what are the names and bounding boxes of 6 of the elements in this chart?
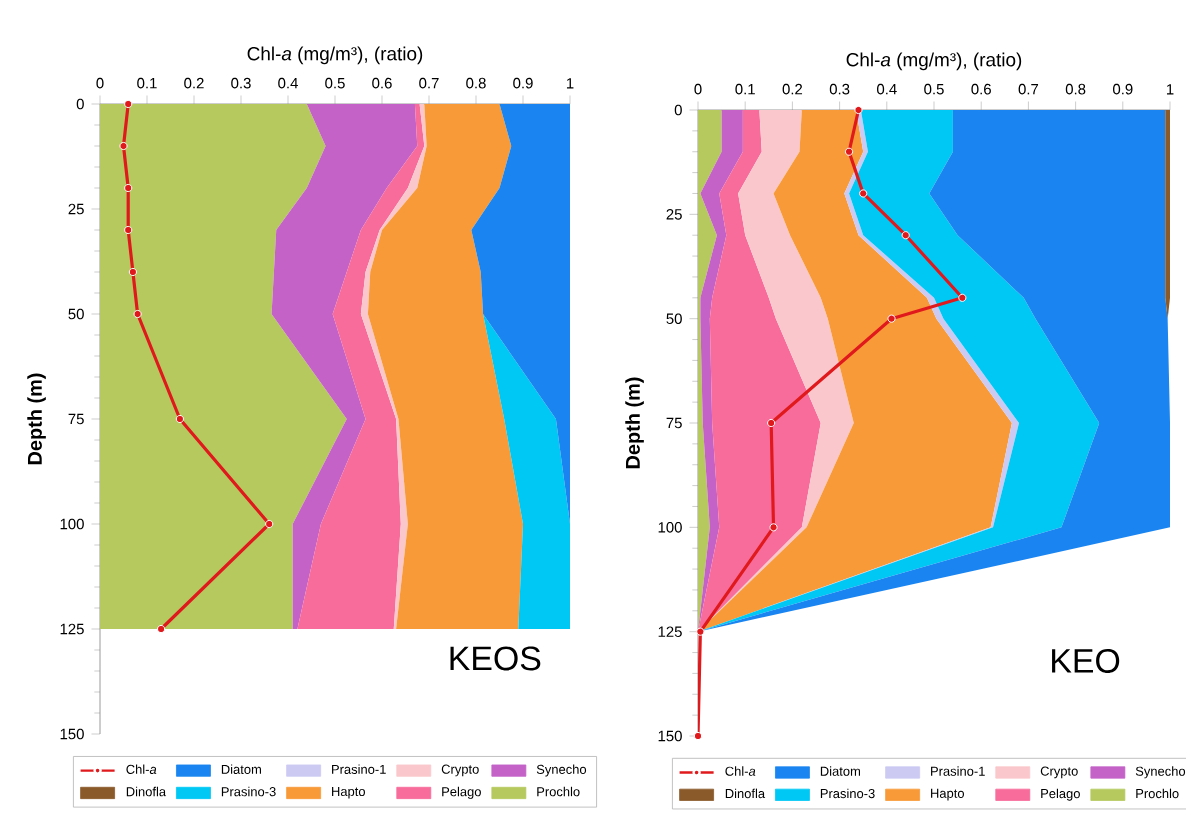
annotation: KEOS xyxy=(450,646,541,671)
y-axis-title: Depth (m) xyxy=(625,377,644,469)
y-axis-title: Depth (m) xyxy=(27,373,46,465)
x-axis-title: Chl-a (mg/m³), (ratio) xyxy=(846,52,1022,71)
annotation: KEO xyxy=(1052,648,1120,673)
x-axis-title: Chl-a (mg/m³), (ratio) xyxy=(247,46,423,65)
